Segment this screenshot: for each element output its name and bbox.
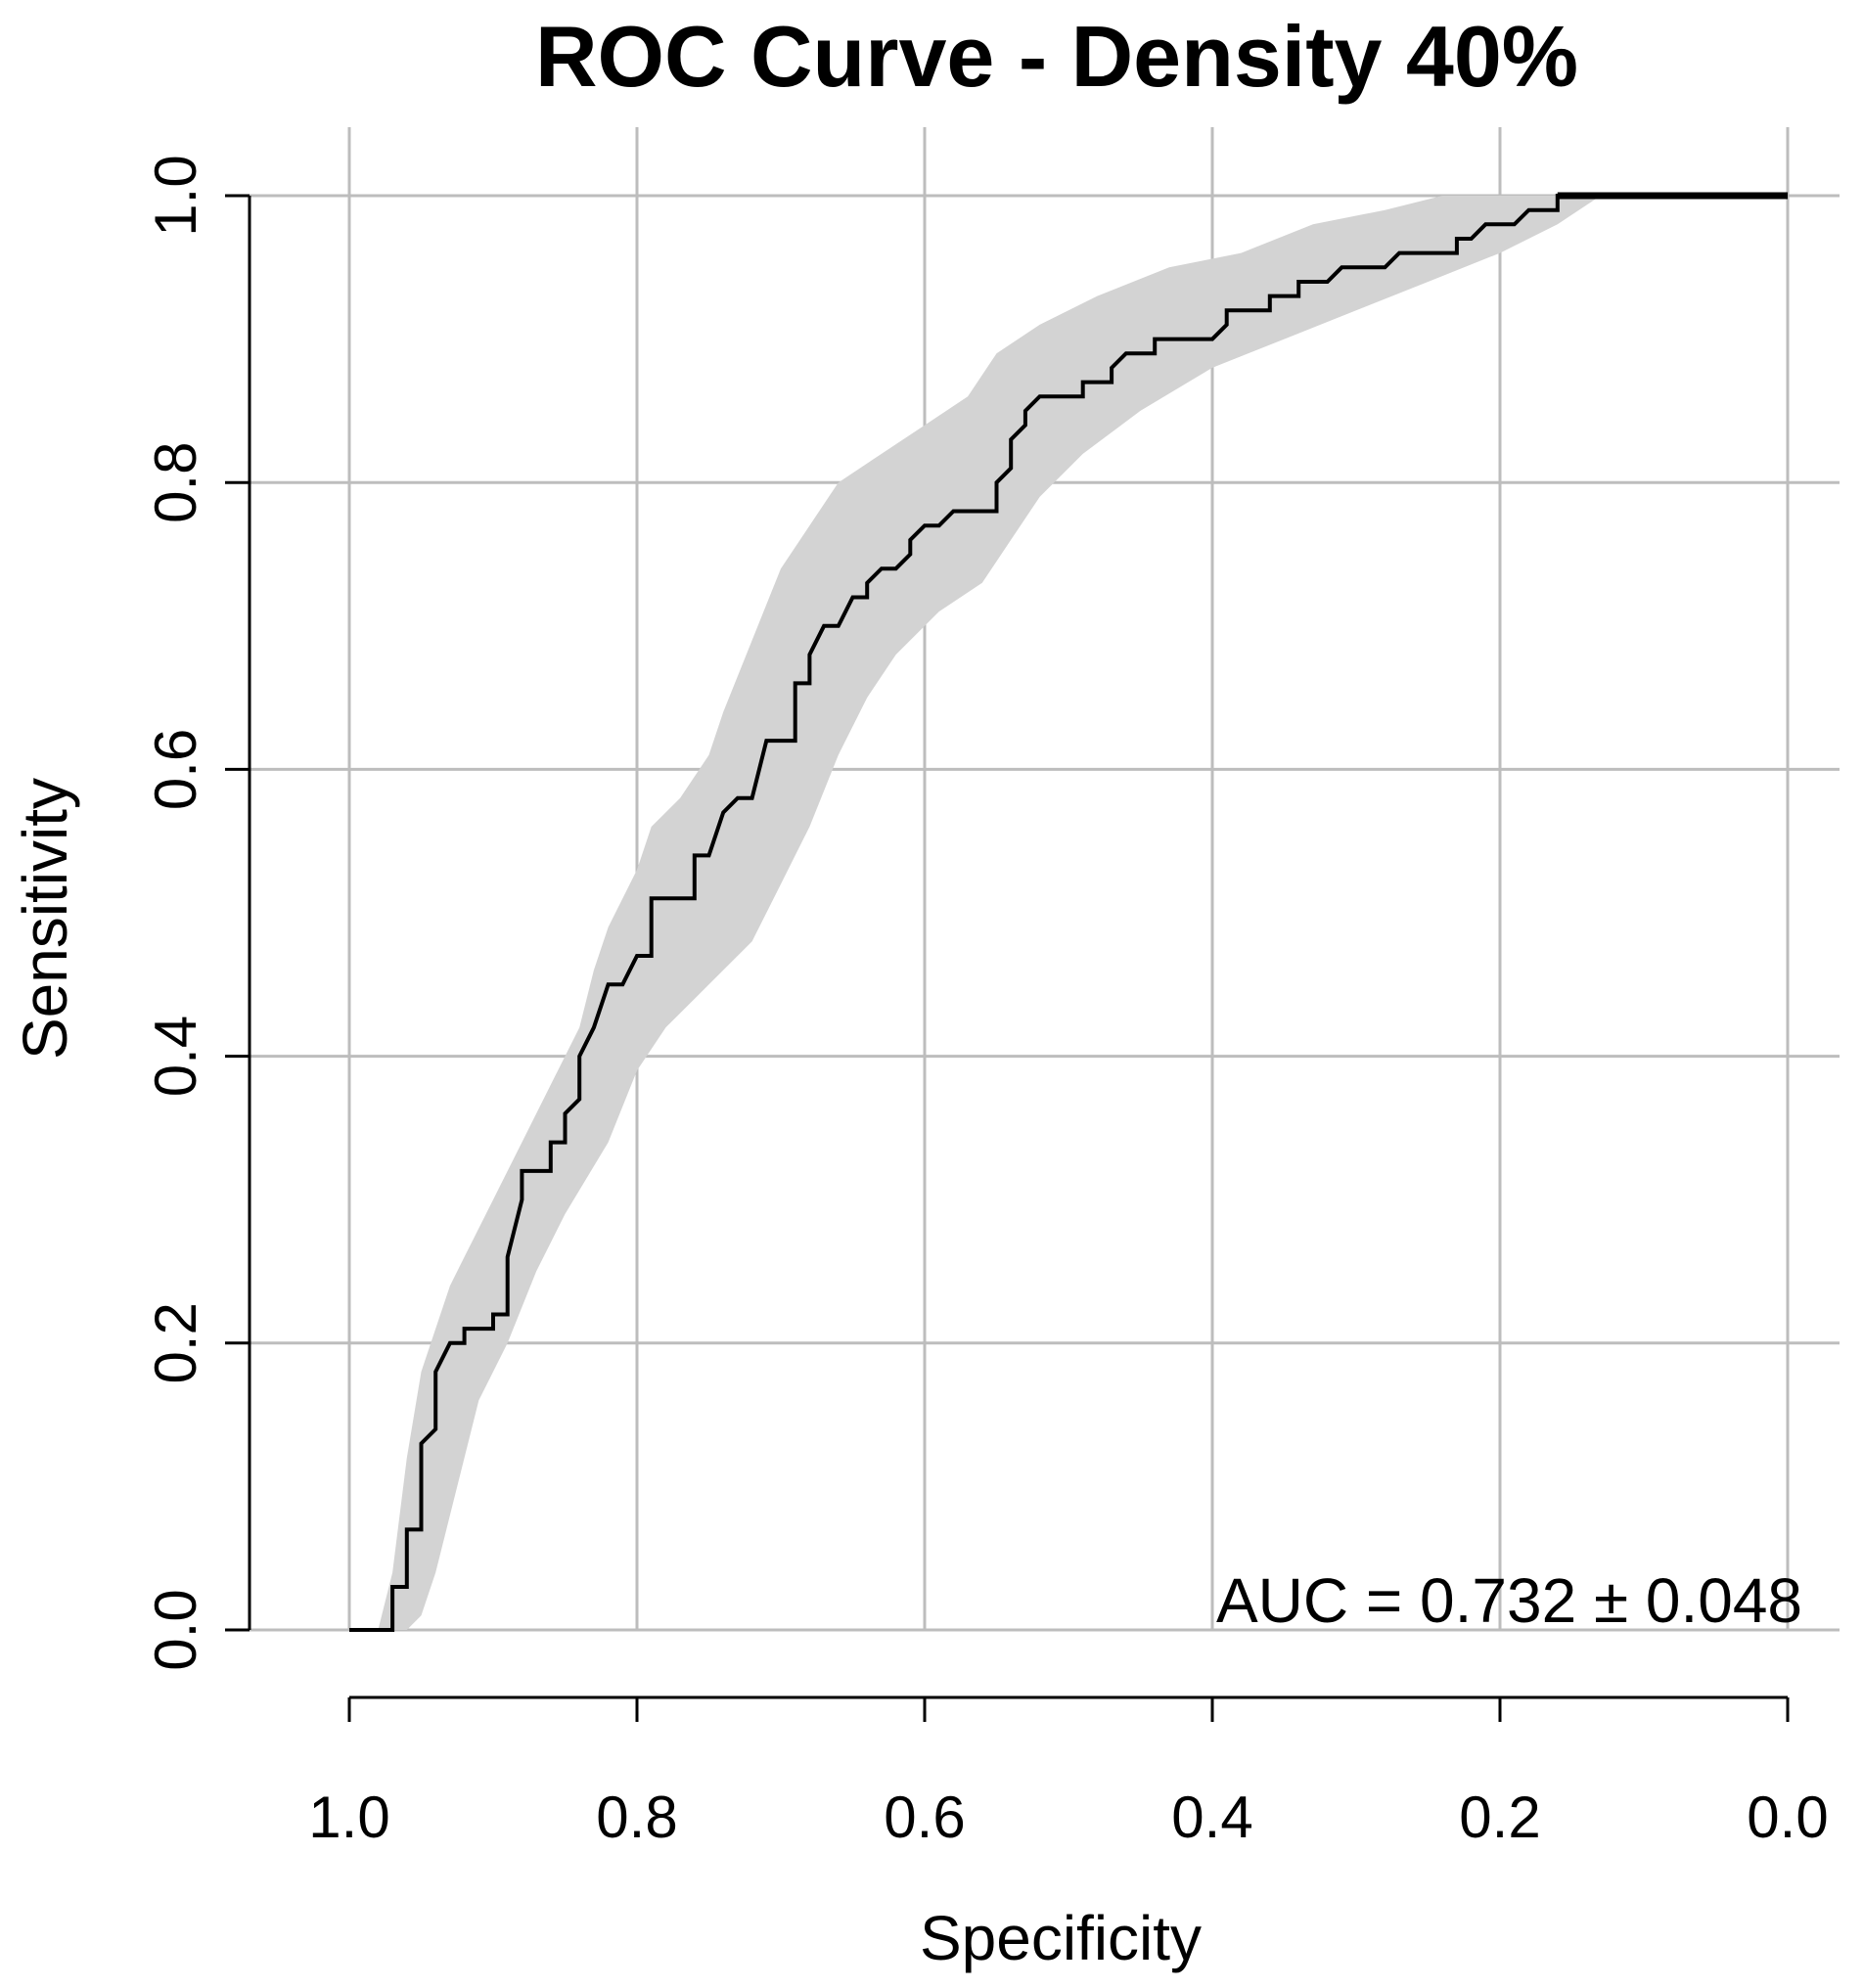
y-tick-label: 0.6 [143,729,208,810]
y-tick-label: 0.2 [143,1302,208,1383]
x-tick-label: 0.6 [884,1785,965,1850]
roc-curve-layer [349,192,1788,1632]
x-tick-label: 0.0 [1747,1785,1828,1850]
confidence-band-layer [378,196,1788,1630]
y-tick-label: 0.0 [143,1589,208,1670]
x-axis-label: Specificity [920,1903,1202,1973]
x-tick-label: 0.4 [1171,1785,1252,1850]
y-axis-label: Sensitivity [10,778,80,1060]
x-tick-label: 0.2 [1459,1785,1540,1850]
chart-title: ROC Curve - Density 40% [535,8,1578,105]
roc-curve-line [349,194,1788,1632]
y-tick-label: 1.0 [143,155,208,236]
confidence-band [378,196,1788,1630]
y-tick-label: 0.4 [143,1016,208,1097]
y-axis: 0.0 0.2 0.4 0.6 0.8 1.0 [143,155,251,1671]
y-tick-label: 0.8 [143,441,208,522]
auc-annotation: AUC = 0.732 ± 0.048 [1216,1565,1802,1636]
x-tick-label: 0.8 [596,1785,677,1850]
x-axis: 1.0 0.8 0.6 0.4 0.2 0.0 [308,1695,1829,1850]
x-tick-label: 1.0 [308,1785,389,1850]
